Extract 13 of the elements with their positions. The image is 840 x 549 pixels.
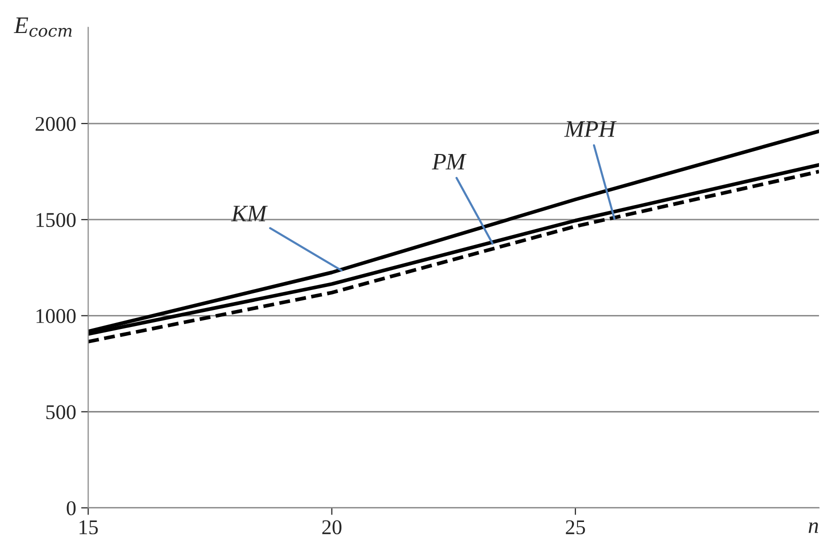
y-tick-label: 1000 [36,309,76,324]
y-tick-label: 500 [46,405,76,420]
annotation: МРН [564,121,617,137]
y-tick-label: 0 [66,501,76,516]
x-tick-label: 20 [322,520,342,534]
y-axis-title: E$_{сост}$ [14,18,72,37]
annotation: РМ [432,154,467,170]
y-tick-label: 1500 [36,212,76,228]
x-axis-title: n [808,522,818,533]
y-tick-label: 2000 [36,116,76,131]
x-tick-label: 15 [80,520,98,534]
annotation: КМ [231,206,268,222]
x-tick-label: 25 [566,520,586,534]
